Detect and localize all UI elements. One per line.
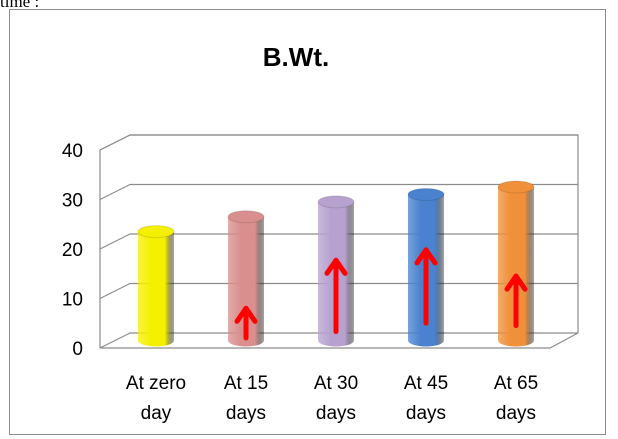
gridline: [99, 134, 578, 151]
x-category-label: At 15: [224, 373, 268, 394]
red-arrow: [414, 247, 438, 326]
bar-1: [227, 210, 265, 347]
red-arrow: [504, 273, 528, 329]
bar-top: [317, 195, 355, 209]
bar-0: [137, 225, 175, 347]
x-category-label: days: [496, 403, 536, 424]
bar-top: [227, 210, 265, 224]
page-header-fragment: time :: [0, 0, 40, 11]
x-category-label: At 45: [404, 373, 448, 394]
bar-body: [228, 216, 264, 347]
bar-top: [407, 187, 445, 201]
red-arrow: [324, 257, 348, 335]
y-tick-label: 0: [72, 339, 83, 360]
x-category-label: days: [316, 403, 356, 424]
bar-body: [498, 187, 534, 347]
y-tick-label: 40: [62, 141, 83, 162]
chart-frame: 0 10 20 30 40 At zero day At 15 days At 30 days At…: [9, 9, 606, 435]
y-tick-label: 20: [62, 240, 83, 261]
y-tick-label: 30: [62, 191, 83, 212]
bar-top: [137, 225, 175, 239]
gridline: [99, 183, 578, 201]
chart-floor: [99, 332, 579, 349]
bar-top: [497, 180, 535, 194]
x-category-label: At 30: [314, 373, 358, 394]
x-category-label: days: [406, 403, 446, 424]
x-category-label: At 65: [494, 373, 538, 394]
red-arrow: [234, 305, 258, 341]
x-category-label: day: [141, 403, 172, 424]
x-category-label: days: [226, 403, 266, 424]
bar-4: [497, 180, 535, 347]
y-tick-label: 10: [62, 290, 83, 311]
x-category-label: At zero: [126, 373, 186, 394]
bar-chart: 0 10 20 30 40 At zero day At 15 days At 30 days At…: [62, 42, 579, 424]
chart-title: B.Wt.: [263, 42, 329, 72]
bar-body: [138, 231, 174, 347]
